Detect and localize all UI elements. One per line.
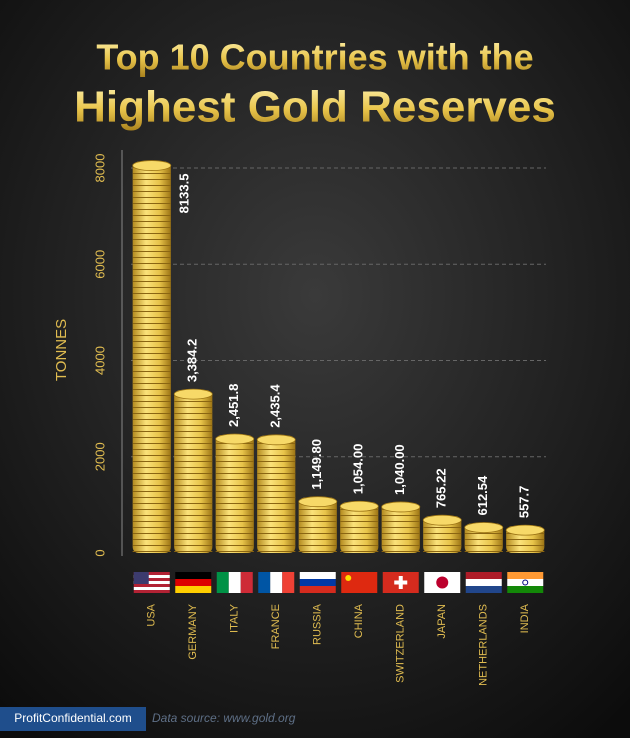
coin-top <box>381 501 421 513</box>
flag <box>216 572 253 593</box>
flag-part <box>299 586 336 593</box>
flag <box>507 572 544 593</box>
coin-lines <box>132 165 171 553</box>
x-tick-label: GERMANY <box>187 603 199 659</box>
x-tick-label: RUSSIA <box>312 603 324 645</box>
flag <box>175 572 212 593</box>
flag-part <box>394 580 408 585</box>
flag <box>258 572 295 593</box>
coin-top <box>505 524 545 536</box>
value-label: 557.7 <box>517 486 532 519</box>
flag-part <box>216 572 229 593</box>
coin-top <box>132 160 172 171</box>
flag <box>341 572 378 593</box>
flag-part <box>175 572 212 579</box>
brand: ProfitConfidential.com <box>14 711 131 725</box>
coin-top <box>215 433 255 445</box>
coin-lines <box>381 506 420 553</box>
chart-title: Highest Gold Reserves <box>74 83 556 132</box>
x-tick-label: FRANCE <box>270 604 282 649</box>
value-label: 2,435.4 <box>268 384 283 428</box>
flag <box>382 572 419 593</box>
y-tick-label: 4000 <box>92 346 107 375</box>
value-label: 1,040.00 <box>392 444 407 495</box>
flag-part <box>133 590 170 593</box>
x-tick-label: USA <box>146 603 158 626</box>
flag-part <box>507 572 544 579</box>
flag-part <box>522 579 529 586</box>
source: Data source: www.gold.org <box>152 711 296 725</box>
flag-part <box>175 586 212 593</box>
y-tick-label: 0 <box>92 549 107 556</box>
flag-part <box>345 575 352 581</box>
brand-box <box>0 707 146 731</box>
coin-lines <box>215 439 254 553</box>
coin-lines <box>423 520 462 553</box>
flag-part <box>175 579 212 586</box>
x-tick-label: INDIA <box>519 603 531 633</box>
x-tick-label: SWITZERLAND <box>395 604 407 683</box>
coin-top <box>256 434 296 446</box>
coin-lines <box>298 501 337 553</box>
coin-lines <box>174 394 213 553</box>
flag-part <box>270 572 283 593</box>
value-label: 2,451.8 <box>226 384 241 427</box>
coin-lines <box>506 530 545 553</box>
value-label: 1,149.80 <box>309 439 324 490</box>
coin-lines <box>340 506 379 553</box>
flag-part <box>465 586 502 593</box>
x-tick-label: NETHERLANDS <box>478 604 490 686</box>
x-tick-label: CHINA <box>353 603 365 638</box>
flag-part <box>133 584 170 587</box>
flag-part <box>465 572 502 579</box>
flag-part <box>341 572 378 593</box>
y-axis-label: TONNES <box>53 319 70 381</box>
value-label: 765.22 <box>434 468 449 508</box>
value-label: 612.54 <box>475 475 490 516</box>
y-tick-label: 2000 <box>92 442 107 471</box>
flag-part <box>299 572 336 579</box>
coin-top <box>339 500 379 512</box>
flag <box>424 572 461 593</box>
flag-part <box>282 572 295 593</box>
flag-part <box>133 572 149 584</box>
flag-part <box>436 576 449 589</box>
x-tick-label: JAPAN <box>436 604 448 639</box>
chart-title: Top 10 Countries with the <box>96 37 533 78</box>
coin-lines <box>257 439 296 553</box>
flag-part <box>228 572 241 593</box>
value-label: 3,384.2 <box>185 339 200 382</box>
flag-part <box>133 587 170 590</box>
y-tick-label: 8000 <box>92 154 107 183</box>
y-tick-label: 6000 <box>92 250 107 279</box>
flag-part <box>465 579 502 586</box>
coin-top <box>298 496 338 508</box>
flag-part <box>507 586 544 593</box>
flag <box>465 572 502 593</box>
flag-part <box>299 579 336 586</box>
flag-part <box>507 579 544 586</box>
coin-top <box>464 522 504 533</box>
flag-part <box>133 578 170 581</box>
value-label: 1,054.00 <box>351 444 366 495</box>
flag-part <box>258 572 271 593</box>
flag-part <box>133 575 170 578</box>
flag-part <box>240 572 253 593</box>
x-tick-label: ITALY <box>229 603 241 633</box>
flag <box>299 572 336 593</box>
flag-part <box>133 581 170 584</box>
coin-top <box>173 388 213 400</box>
value-label: 8133.5 <box>176 174 191 214</box>
flag-part <box>133 572 170 575</box>
coin-top <box>422 514 462 526</box>
flag <box>133 572 170 593</box>
